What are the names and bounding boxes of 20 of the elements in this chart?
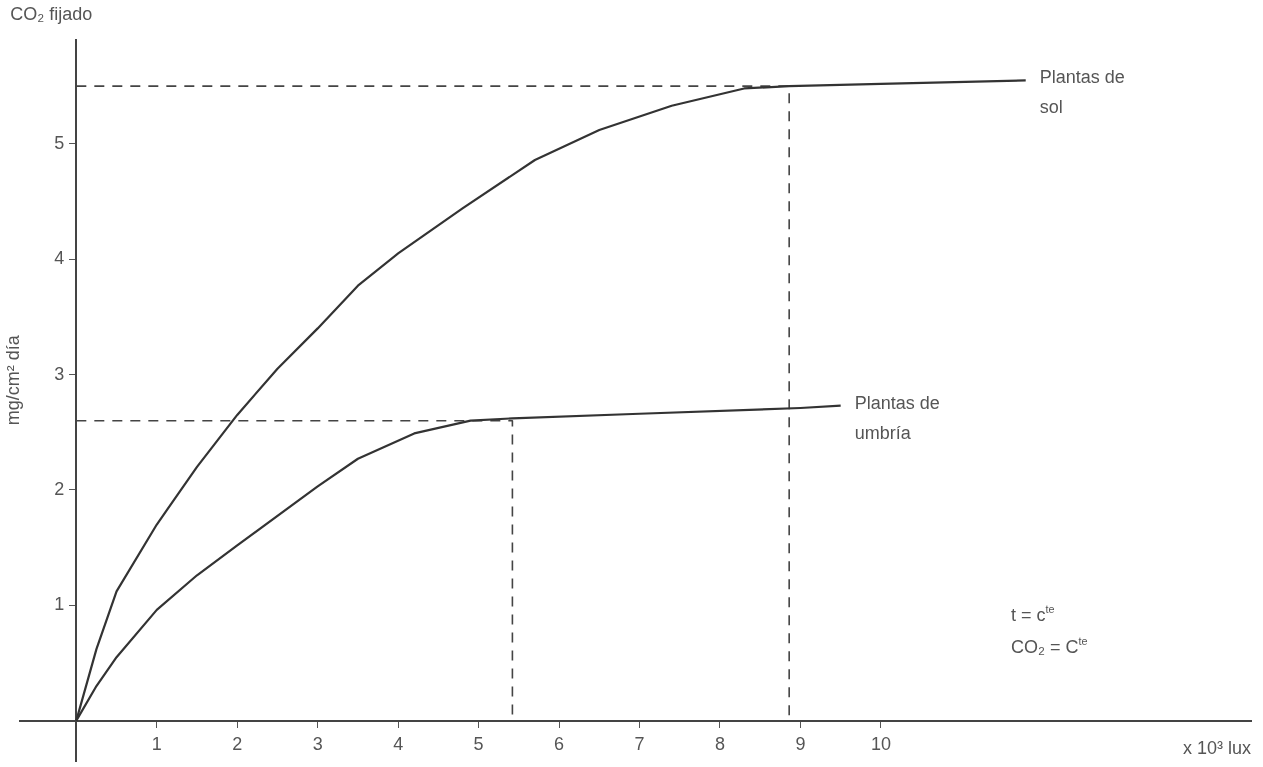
x-tick-label: 2 [232,734,243,755]
x-tick-label: 4 [393,734,404,755]
x-tick-label: 7 [634,734,645,755]
y-tick-label: 4 [54,248,65,269]
y-tick-label: 5 [54,132,65,153]
x-tick-label: 5 [473,734,484,755]
y-tick-label: 2 [54,478,65,499]
chart-title: CO₂ fijado [10,3,93,24]
x-tick-label: 1 [151,734,162,755]
series-label: Plantas de umbría [854,392,940,443]
x-tick-label: 9 [795,734,806,755]
x-tick-label: 3 [312,734,323,755]
x-axis-title: x 10³ lux [1182,737,1251,758]
y-tick-label: 3 [54,363,65,384]
y-tick-label: 1 [54,594,65,615]
series-label: Plantas de sol [1039,67,1125,118]
x-tick-label: 6 [554,734,565,755]
y-axis-title: mg/cm² día [3,334,24,426]
x-tick-label: 10 [870,734,891,755]
x-tick-label: 8 [714,734,725,755]
